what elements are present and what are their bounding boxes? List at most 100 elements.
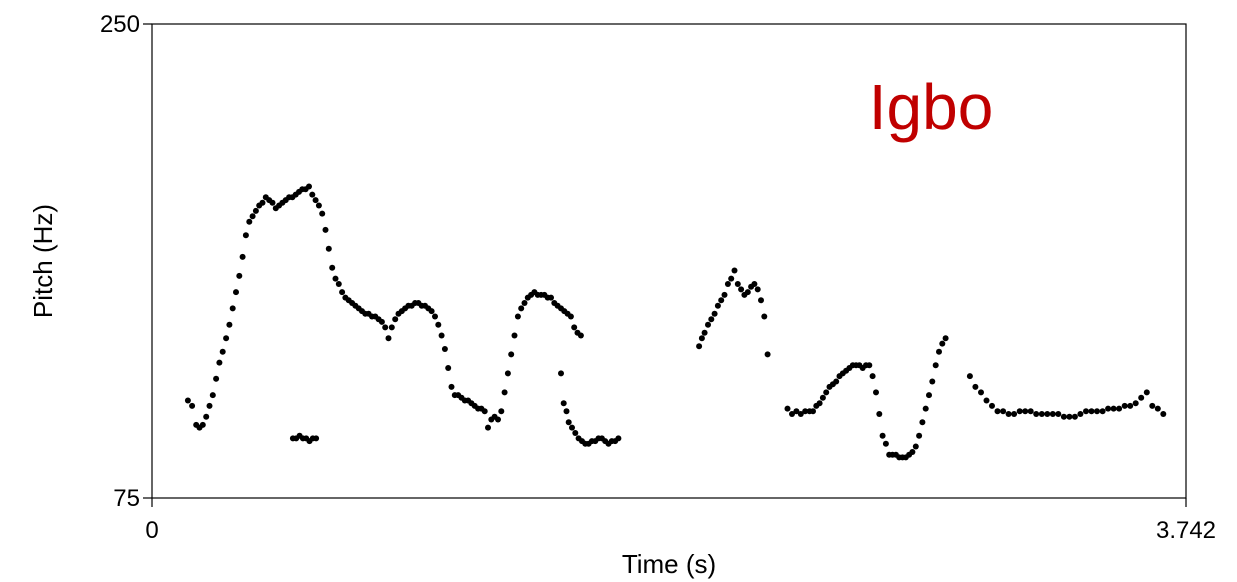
pitch-point [876, 411, 883, 417]
pitch-point [508, 351, 515, 358]
pitch-point [572, 430, 579, 436]
pitch-point [329, 264, 336, 271]
x-tick-label-min: 0 [145, 517, 158, 544]
y-tick-label-max: 250 [100, 11, 140, 38]
pitch-point [511, 332, 518, 339]
pitch-point [1049, 411, 1056, 417]
pitch-point [758, 297, 764, 304]
pitch-point [698, 335, 705, 342]
pitch-point [315, 202, 322, 209]
pitch-point [325, 245, 332, 252]
pitch-point [306, 183, 312, 190]
y-tick-label-min: 75 [113, 485, 140, 512]
pitch-point [229, 305, 236, 312]
pitch-point [1088, 408, 1095, 415]
pitch-point [319, 210, 326, 217]
pitch-point [428, 308, 435, 315]
pitch-point [701, 329, 708, 336]
pitch-point [388, 324, 395, 331]
pitch-point [312, 197, 319, 204]
pitch-point [249, 213, 256, 220]
pitch-point [1138, 394, 1145, 401]
pitch-point [569, 424, 575, 431]
pitch-point [521, 300, 528, 306]
pitch-point [1110, 405, 1117, 412]
pitch-point [1099, 408, 1106, 415]
pitch-point [926, 392, 932, 399]
pitch-point [1016, 408, 1023, 415]
pitch-point [1060, 413, 1067, 420]
pitch-point [919, 419, 926, 426]
pitch-point [206, 402, 213, 409]
pitch-point [385, 335, 392, 342]
pitch-point [1094, 408, 1100, 415]
pitch-point [873, 389, 879, 396]
pitch-point [1005, 411, 1012, 417]
pitch-point [738, 286, 745, 293]
pitch-point [219, 348, 226, 355]
pitch-point [1121, 402, 1128, 409]
pitch-point [382, 324, 389, 331]
pitch-point [501, 389, 508, 396]
pitch-point [989, 402, 995, 409]
pitch-point [936, 348, 942, 355]
pitch-point [789, 411, 795, 417]
pitch-point [714, 302, 721, 309]
pitch-point [199, 421, 206, 428]
pitch-point [764, 351, 771, 358]
pitch-point [577, 332, 584, 339]
pitch-point [392, 316, 399, 323]
pitch-point [1149, 402, 1156, 409]
pitch-point [1083, 408, 1089, 415]
pitch-point [994, 408, 1001, 415]
pitch-point [339, 289, 346, 296]
pitch-point [708, 316, 715, 323]
pitch-point [942, 335, 949, 342]
pitch-point [438, 332, 445, 339]
pitch-point [816, 400, 823, 407]
pitch-point [1105, 405, 1112, 412]
pitch-point [882, 440, 889, 447]
pitch-point [1033, 411, 1040, 417]
pitch-point [939, 340, 946, 347]
pitch-point [445, 365, 452, 371]
pitch-point [203, 413, 210, 420]
pitch-point [972, 383, 979, 390]
pitch-point [1011, 411, 1018, 417]
pitch-point [1160, 411, 1167, 417]
pitch-point [1116, 405, 1123, 412]
pitch-point [1027, 408, 1034, 415]
pitch-point [309, 191, 316, 198]
pitch-point [565, 419, 572, 426]
pitch-point [615, 435, 622, 442]
x-axis-title: Time (s) [622, 549, 716, 579]
pitch-point [1071, 413, 1078, 420]
pitch-point [797, 411, 804, 417]
pitch-point [1077, 411, 1084, 417]
pitch-point [242, 232, 249, 239]
pitch-point [1132, 400, 1139, 407]
pitch-point [916, 432, 923, 439]
pitch-point [563, 408, 570, 415]
pitch-point [802, 408, 809, 415]
pitch-point [335, 281, 342, 287]
pitch-point [696, 343, 703, 350]
pitch-point [184, 397, 191, 404]
pitch-points [184, 183, 1167, 461]
pitch-point [269, 199, 276, 206]
pitch-point [213, 375, 220, 382]
pitch-point [571, 324, 578, 331]
language-annotation: Igbo [869, 71, 994, 143]
pitch-point [448, 383, 455, 390]
pitch-point [932, 362, 939, 369]
pitch-point [518, 305, 525, 312]
pitch-point [866, 362, 873, 369]
pitch-point [922, 405, 929, 412]
pitch-point [734, 281, 741, 287]
pitch-point [1044, 411, 1051, 417]
pitch-point [432, 313, 438, 320]
pitch-point [209, 392, 216, 399]
pitch-point [435, 321, 442, 328]
pitch-point [724, 281, 731, 287]
